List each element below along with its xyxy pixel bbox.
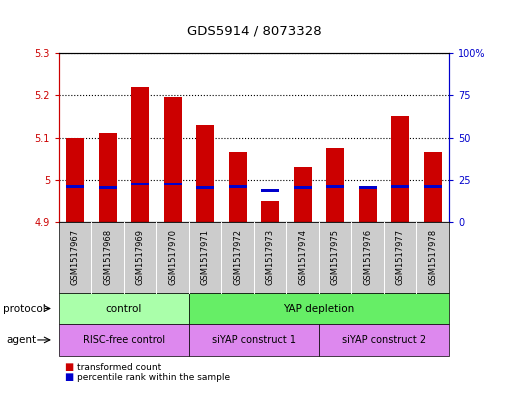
Text: GSM1517970: GSM1517970 (168, 230, 177, 285)
Text: GSM1517977: GSM1517977 (396, 230, 405, 285)
Bar (99, 186, 116, 189)
Bar (326, 185, 344, 188)
Bar (424, 185, 442, 188)
Bar (294, 186, 311, 189)
Bar (66, 138, 84, 222)
Bar (391, 116, 409, 222)
Text: GSM1517967: GSM1517967 (71, 230, 80, 285)
Bar (359, 186, 377, 189)
Bar (326, 148, 344, 222)
Text: protocol: protocol (3, 303, 45, 314)
Bar (424, 152, 442, 222)
Bar (391, 185, 409, 188)
Text: GSM1517968: GSM1517968 (103, 230, 112, 285)
Bar (294, 167, 311, 222)
Bar (229, 152, 247, 222)
Text: ■: ■ (64, 372, 73, 382)
Bar (164, 183, 182, 185)
Bar (99, 133, 116, 222)
Text: GSM1517975: GSM1517975 (331, 230, 340, 285)
Text: control: control (106, 303, 142, 314)
Text: YAP depletion: YAP depletion (283, 303, 354, 314)
Bar (196, 186, 214, 189)
Bar (66, 185, 84, 188)
Bar (131, 87, 149, 222)
Text: transformed count: transformed count (77, 363, 161, 372)
Bar (131, 183, 149, 185)
Bar (261, 189, 279, 192)
Bar (164, 97, 182, 222)
Text: percentile rank within the sample: percentile rank within the sample (77, 373, 230, 382)
Text: ■: ■ (64, 362, 73, 373)
Bar (359, 186, 377, 222)
Text: siYAP construct 2: siYAP construct 2 (342, 335, 426, 345)
Bar (229, 185, 247, 188)
Text: GSM1517969: GSM1517969 (136, 230, 145, 285)
Text: GSM1517976: GSM1517976 (363, 230, 372, 285)
Bar (261, 201, 279, 222)
Text: GSM1517972: GSM1517972 (233, 230, 242, 285)
Text: GSM1517973: GSM1517973 (266, 230, 274, 285)
Text: siYAP construct 1: siYAP construct 1 (212, 335, 296, 345)
Text: RISC-free control: RISC-free control (83, 335, 165, 345)
Text: GDS5914 / 8073328: GDS5914 / 8073328 (187, 24, 321, 37)
Text: GSM1517974: GSM1517974 (298, 230, 307, 285)
Bar (196, 125, 214, 222)
Text: GSM1517978: GSM1517978 (428, 230, 437, 285)
Text: agent: agent (6, 335, 36, 345)
Text: GSM1517971: GSM1517971 (201, 230, 210, 285)
